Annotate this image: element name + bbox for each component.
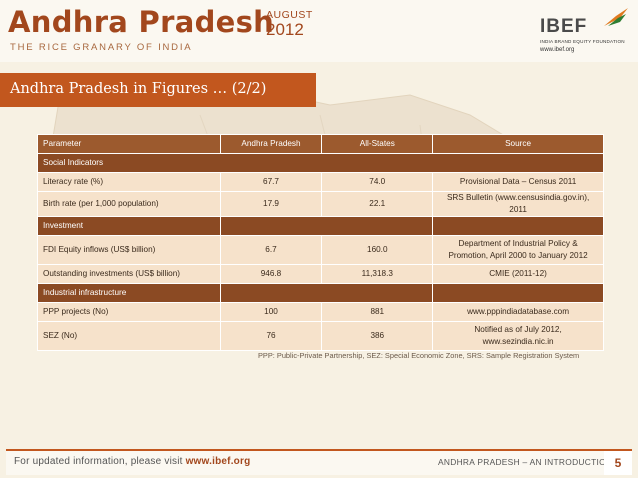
column-header: All-States [321, 134, 434, 154]
cell-parameter: SEZ (No) [37, 321, 221, 351]
table-group-row: Social Indicators [37, 153, 604, 173]
logo-tagline: INDIA BRAND EQUITY FOUNDATION [540, 39, 625, 44]
page-title: Andhra Pradesh [8, 5, 275, 39]
group-spacer [432, 216, 604, 236]
source-line: Notified as of July 2012, [474, 325, 562, 334]
column-header: Parameter [37, 134, 221, 154]
column-header: Andhra Pradesh [219, 134, 323, 154]
cell-source: Notified as of July 2012, www.sezindia.n… [432, 321, 604, 351]
ibef-logo: IBEF INDIA BRAND EQUITY FOUNDATION www.i… [540, 6, 632, 58]
table-row: SEZ (No) 76 386 Notified as of July 2012… [37, 321, 604, 351]
figures-table: Parameter Andhra Pradesh All-States Sour… [37, 134, 604, 351]
cell-source: www.pppindiadatabase.com [432, 302, 604, 322]
cell-all-states: 22.1 [321, 191, 434, 217]
cell-parameter: Birth rate (per 1,000 population) [37, 191, 221, 217]
table-header-row: Parameter Andhra Pradesh All-States Sour… [37, 134, 604, 154]
table-row: Literacy rate (%) 67.7 74.0 Provisional … [37, 172, 604, 192]
group-spacer [219, 216, 434, 236]
logo-text: IBEF [540, 16, 588, 37]
cell-all-states: 386 [321, 321, 434, 351]
cell-source: SRS Bulletin (www.censusindia.gov.in), 2… [432, 191, 604, 217]
date-month: AUGUST [266, 9, 313, 21]
cell-source: Provisional Data – Census 2011 [432, 172, 604, 192]
bird-icon [604, 8, 628, 26]
section-title-bar: Andhra Pradesh in Figures … (2/2) [0, 73, 316, 107]
footer-info: For updated information, please visit ww… [14, 456, 250, 467]
cell-parameter: Literacy rate (%) [37, 172, 221, 192]
logo-url: www.ibef.org [540, 47, 575, 53]
cell-all-states: 160.0 [321, 235, 434, 265]
table-group-row: Investment [37, 216, 604, 236]
table-footnote: PPP: Public-Private Partnership, SEZ: Sp… [258, 351, 580, 360]
table-row: Birth rate (per 1,000 population) 17.9 2… [37, 191, 604, 217]
group-label: Social Indicators [37, 153, 604, 173]
cell-source: Department of Industrial Policy & Promot… [432, 235, 604, 265]
cell-all-states: 74.0 [321, 172, 434, 192]
group-label: Industrial infrastructure [37, 283, 221, 303]
cell-all-states: 881 [321, 302, 434, 322]
table-group-row: Industrial infrastructure [37, 283, 604, 303]
footer-prefix: For updated information, please visit [14, 456, 186, 467]
page-number: 5 [604, 451, 632, 475]
cell-andhra-pradesh: 76 [219, 321, 323, 351]
source-line: Promotion, April 2000 to January 2012 [448, 251, 588, 260]
cell-parameter: PPP projects (No) [37, 302, 221, 322]
cell-all-states: 11,318.3 [321, 264, 434, 284]
table-row: Outstanding investments (US$ billion) 94… [37, 264, 604, 284]
group-spacer [219, 283, 434, 303]
cell-andhra-pradesh: 67.7 [219, 172, 323, 192]
cell-parameter: FDI Equity inflows (US$ billion) [37, 235, 221, 265]
cell-andhra-pradesh: 17.9 [219, 191, 323, 217]
slide-header: Andhra Pradesh THE RICE GRANARY OF INDIA… [0, 0, 638, 62]
footer-section-label: ANDHRA PRADESH – AN INTRODUCTION [438, 457, 613, 467]
source-line: www.sezindia.nic.in [482, 337, 554, 346]
column-header: Source [432, 134, 604, 154]
cell-parameter: Outstanding investments (US$ billion) [37, 264, 221, 284]
source-line: Department of Industrial Policy & [458, 239, 578, 248]
group-label: Investment [37, 216, 221, 236]
cell-andhra-pradesh: 6.7 [219, 235, 323, 265]
cell-andhra-pradesh: 100 [219, 302, 323, 322]
table-row: PPP projects (No) 100 881 www.pppindiada… [37, 302, 604, 322]
date-year: 2012 [266, 20, 304, 39]
cell-source: CMIE (2011-12) [432, 264, 604, 284]
footer-link[interactable]: www.ibef.org [185, 456, 251, 467]
page-subtitle: THE RICE GRANARY OF INDIA [10, 42, 193, 53]
slide-footer: For updated information, please visit ww… [6, 449, 632, 475]
cell-andhra-pradesh: 946.8 [219, 264, 323, 284]
table-row: FDI Equity inflows (US$ billion) 6.7 160… [37, 235, 604, 265]
section-title: Andhra Pradesh in Figures … (2/2) [10, 81, 267, 97]
group-spacer [432, 283, 604, 303]
